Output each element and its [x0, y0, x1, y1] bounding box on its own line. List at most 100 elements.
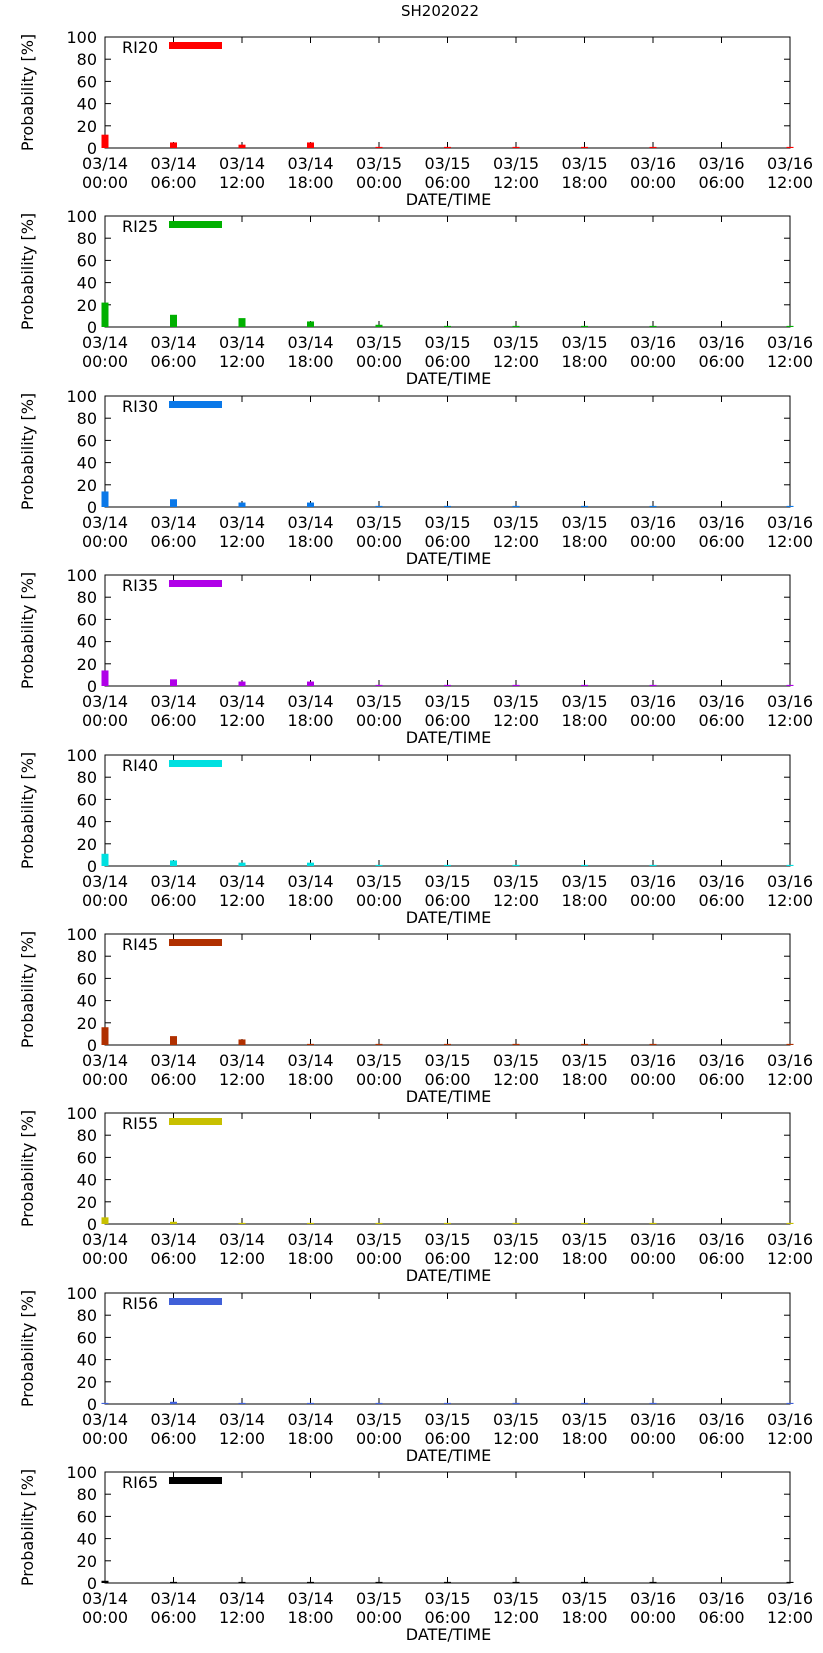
bar-ri40-1 — [170, 860, 177, 866]
x-tick-label-time: 00:00 — [82, 532, 128, 551]
y-tick-label: 100 — [66, 1284, 97, 1303]
bar-ri40-4 — [375, 864, 383, 866]
legend-label: RI35 — [122, 576, 158, 595]
x-tick-label-date: 03/14 — [82, 872, 128, 891]
plot-frame — [104, 36, 791, 149]
bar-ri35-2 — [238, 681, 246, 686]
x-tick-label-date: 03/15 — [493, 1051, 539, 1070]
x-tick-label-time: 18:00 — [287, 1429, 333, 1448]
x-tick-label-time: 12:00 — [767, 1070, 813, 1089]
y-tick-label: 100 — [66, 925, 97, 944]
y-tick-label: 80 — [77, 1485, 97, 1504]
y-tick-label: 100 — [66, 1104, 97, 1123]
x-axis-title: DATE/TIME — [406, 1087, 491, 1106]
bar-ri25-4 — [375, 324, 383, 327]
x-tick-label-time: 00:00 — [630, 532, 676, 551]
x-tick-label-date: 03/14 — [219, 513, 265, 532]
x-tick-label-time: 00:00 — [82, 711, 128, 730]
bar-ri45-9 — [786, 1043, 794, 1045]
x-tick-label-time: 00:00 — [630, 352, 676, 371]
x-tick-label-date: 03/15 — [561, 1589, 607, 1608]
x-tick-label-date: 03/15 — [561, 1051, 607, 1070]
x-tick-label-date: 03/15 — [424, 1589, 470, 1608]
y-tick-label: 0 — [87, 1574, 97, 1593]
legend-swatch — [169, 760, 222, 767]
x-tick-label-time: 00:00 — [82, 1608, 128, 1627]
y-axis-title: Probability [%] — [18, 34, 37, 151]
x-tick-label-time: 12:00 — [493, 1249, 539, 1268]
figure-title: SH202022 — [401, 2, 479, 20]
x-tick-label-time: 00:00 — [82, 352, 128, 371]
y-tick-label: 40 — [77, 1171, 97, 1190]
bar-ri45-0 — [101, 1027, 109, 1045]
bar-ri45-5 — [444, 1043, 451, 1045]
x-tick-label-date: 03/14 — [287, 692, 333, 711]
bar-ri55-7 — [581, 1222, 588, 1224]
bar-ri65-2 — [238, 1581, 246, 1583]
bar-ri56-9 — [786, 1402, 794, 1404]
y-tick-label: 40 — [77, 95, 97, 114]
bar-ri45-8 — [649, 1043, 657, 1045]
x-tick-label-date: 03/14 — [219, 872, 265, 891]
bar-ri45-7 — [581, 1043, 588, 1045]
x-tick-label-date: 03/16 — [630, 333, 676, 352]
bar-ri45-6 — [512, 1043, 520, 1045]
x-tick-label-date: 03/16 — [767, 333, 813, 352]
bar-ri30-7 — [581, 505, 588, 507]
bar-ri35-3 — [307, 681, 314, 686]
x-tick-label-date: 03/15 — [356, 1051, 402, 1070]
bar-ri56-0 — [101, 1402, 109, 1404]
x-tick-label-time: 12:00 — [219, 1070, 265, 1089]
x-tick-label-time: 12:00 — [767, 173, 813, 192]
bar-ri45-2 — [238, 1039, 246, 1045]
bar-ri20-5 — [444, 146, 451, 148]
x-axis-title: DATE/TIME — [406, 1625, 491, 1644]
bar-ri35-9 — [786, 684, 794, 686]
bar-ri25-2 — [238, 318, 246, 327]
x-tick-label-date: 03/15 — [493, 154, 539, 173]
y-tick-label: 80 — [77, 588, 97, 607]
bar-ri55-5 — [444, 1222, 451, 1224]
plot-frame — [104, 215, 791, 328]
y-tick-label: 0 — [87, 857, 97, 876]
x-tick-label-date: 03/15 — [356, 1230, 402, 1249]
bar-ri65-9 — [786, 1581, 794, 1583]
bar-ri65-8 — [649, 1581, 657, 1583]
y-tick-label: 0 — [87, 1215, 97, 1234]
bar-ri35-4 — [375, 684, 383, 686]
x-tick-label-date: 03/14 — [287, 1230, 333, 1249]
bar-ri65-4 — [375, 1581, 383, 1583]
y-tick-label: 60 — [77, 1148, 97, 1167]
x-tick-label-date: 03/15 — [356, 154, 402, 173]
x-tick-label-date: 03/16 — [698, 154, 744, 173]
bar-ri35-8 — [649, 684, 657, 686]
y-tick-label: 60 — [77, 969, 97, 988]
x-tick-label-time: 12:00 — [219, 173, 265, 192]
chart-panel-ri35: 02040608010003/1400:0003/1406:0003/1412:… — [18, 566, 813, 747]
x-tick-label-time: 18:00 — [561, 711, 607, 730]
y-tick-label: 40 — [77, 274, 97, 293]
x-tick-label-time: 06:00 — [424, 173, 470, 192]
y-tick-label: 60 — [77, 790, 97, 809]
bar-ri20-4 — [375, 146, 383, 148]
legend-label: RI30 — [122, 397, 158, 416]
bar-ri40-9 — [786, 864, 794, 866]
x-tick-label-date: 03/14 — [82, 333, 128, 352]
x-tick-label-date: 03/16 — [698, 872, 744, 891]
y-tick-label: 20 — [77, 296, 97, 315]
x-tick-label-time: 00:00 — [356, 1070, 402, 1089]
x-tick-label-time: 12:00 — [493, 1429, 539, 1448]
x-tick-label-date: 03/14 — [287, 872, 333, 891]
x-tick-label-time: 06:00 — [424, 711, 470, 730]
x-tick-label-time: 06:00 — [424, 532, 470, 551]
bar-ri65-6 — [512, 1581, 520, 1583]
x-axis-title: DATE/TIME — [406, 549, 491, 568]
x-tick-label-time: 12:00 — [219, 1249, 265, 1268]
y-tick-label: 80 — [77, 50, 97, 69]
x-tick-label-time: 06:00 — [424, 891, 470, 910]
bar-ri30-5 — [444, 505, 451, 507]
y-tick-label: 40 — [77, 1530, 97, 1549]
x-tick-label-time: 06:00 — [698, 711, 744, 730]
bar-ri56-2 — [238, 1402, 246, 1404]
